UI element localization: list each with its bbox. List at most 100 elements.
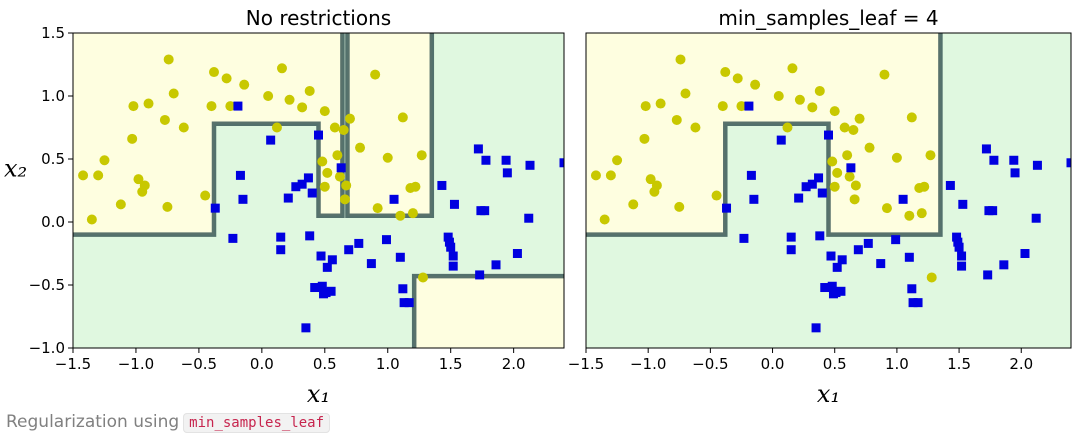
data-point-circle xyxy=(221,73,232,84)
data-point-square xyxy=(1066,158,1071,168)
y-tick-label: 1.0 xyxy=(41,87,65,105)
data-point-square xyxy=(291,182,301,192)
data-point-square xyxy=(310,283,320,293)
data-point-square xyxy=(907,284,917,294)
data-point-circle xyxy=(334,171,345,182)
data-point-circle xyxy=(842,150,853,161)
chart-title: min_samples_leaf = 4 xyxy=(718,6,938,30)
data-point-square xyxy=(475,270,485,280)
x-tick-label: 0.5 xyxy=(823,355,847,373)
x-tick-label: −0.5 xyxy=(692,355,728,373)
data-point-square xyxy=(512,249,522,258)
data-point-square xyxy=(307,188,317,198)
data-point-circle xyxy=(827,156,838,167)
data-point-circle xyxy=(276,63,287,74)
data-point-square xyxy=(807,179,817,189)
data-point-square xyxy=(1010,168,1020,178)
data-point-circle xyxy=(814,85,825,96)
data-point-circle xyxy=(297,102,308,113)
data-point-circle xyxy=(86,214,97,225)
x-tick-label: 0.0 xyxy=(250,355,274,373)
data-point-square xyxy=(739,233,749,243)
data-point-circle xyxy=(163,54,174,65)
data-point-circle xyxy=(904,210,915,221)
data-point-square xyxy=(983,270,993,280)
data-point-square xyxy=(297,179,307,189)
data-point-circle xyxy=(410,181,421,192)
data-point-square xyxy=(276,245,286,255)
data-point-square xyxy=(444,237,454,247)
data-point-circle xyxy=(341,180,352,191)
data-point-square xyxy=(863,238,873,248)
data-point-square xyxy=(448,251,458,261)
data-point-circle xyxy=(655,98,666,109)
data-point-square xyxy=(722,203,732,213)
y-axis-label: x₂ xyxy=(4,155,27,183)
data-point-square xyxy=(832,262,842,272)
data-point-square xyxy=(817,188,827,198)
data-point-circle xyxy=(263,91,274,101)
data-point-circle xyxy=(916,208,927,219)
data-point-square xyxy=(316,251,326,261)
data-point-square xyxy=(238,194,248,204)
data-point-circle xyxy=(78,170,89,181)
figure: −1.5 −1.0 −0.5 0.0 0.5 1.0 1.5 2.0−1.0−0.50.00.… xyxy=(4,6,1072,405)
x-tick-label: 0.0 xyxy=(761,355,785,373)
data-point-square xyxy=(1031,213,1041,223)
data-point-square xyxy=(314,130,323,140)
data-point-circle xyxy=(750,79,761,90)
data-point-square xyxy=(904,252,914,262)
decision-boundary xyxy=(73,33,345,237)
decision-boundary xyxy=(345,33,435,218)
data-point-square xyxy=(233,101,243,111)
data-point-circle xyxy=(159,114,170,125)
data-point-square xyxy=(1009,155,1019,165)
data-point-square xyxy=(952,232,962,242)
data-point-square xyxy=(913,298,923,308)
data-point-circle xyxy=(206,101,217,112)
caption-code: min_samples_leaf xyxy=(183,413,331,433)
data-point-circle xyxy=(339,194,350,205)
data-point-square xyxy=(999,260,1009,270)
data-point-square xyxy=(776,135,786,145)
data-point-circle xyxy=(864,142,875,153)
data-point-square xyxy=(404,298,414,308)
data-point-square xyxy=(443,232,453,242)
data-point-square xyxy=(480,206,490,216)
data-point-circle xyxy=(407,208,418,219)
figure-caption: Regularization using min_samples_leaf xyxy=(6,412,331,433)
x-tick-label: −1.5 xyxy=(55,355,91,373)
data-point-square xyxy=(958,199,968,209)
data-point-square xyxy=(448,261,458,271)
data-point-square xyxy=(836,286,846,296)
data-point-square xyxy=(954,242,964,252)
data-point-square xyxy=(491,260,501,270)
data-point-circle xyxy=(322,167,333,178)
data-point-square xyxy=(988,206,998,216)
data-point-circle xyxy=(651,180,662,191)
data-point-square xyxy=(744,101,754,111)
data-point-circle xyxy=(849,194,860,205)
x-tick-label: −1.0 xyxy=(630,355,666,373)
data-point-square xyxy=(786,232,796,242)
data-point-circle xyxy=(344,113,355,124)
data-point-square xyxy=(945,180,955,190)
data-point-square xyxy=(210,203,220,213)
data-point-square xyxy=(381,235,391,245)
data-point-circle xyxy=(372,203,383,214)
caption-text: Regularization using xyxy=(6,412,180,432)
data-point-circle xyxy=(690,122,701,133)
data-point-square xyxy=(524,213,534,223)
data-point-square xyxy=(305,231,315,241)
data-point-square xyxy=(749,194,759,204)
data-point-square xyxy=(957,261,967,271)
data-point-square xyxy=(820,283,830,293)
data-point-square xyxy=(317,281,327,291)
data-point-circle xyxy=(639,133,650,144)
chart-title: No restrictions xyxy=(246,6,391,30)
data-point-circle xyxy=(304,85,315,96)
y-tick-label: −1.0 xyxy=(29,339,65,357)
data-point-square xyxy=(283,193,293,203)
x-tick-label: 1.5 xyxy=(439,355,463,373)
data-point-square xyxy=(502,168,512,178)
